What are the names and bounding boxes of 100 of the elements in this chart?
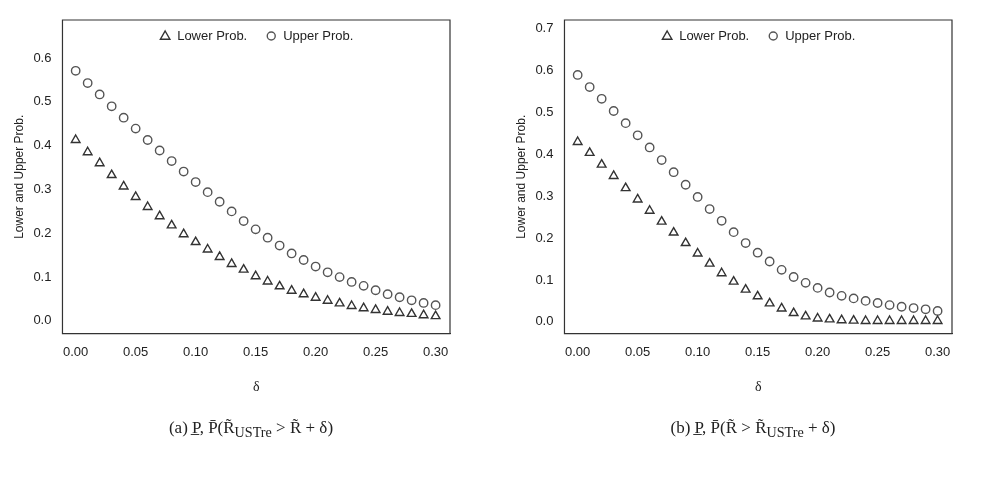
point [262,232,273,243]
point [70,65,81,76]
point [334,297,345,307]
point [872,298,883,308]
point [716,267,727,277]
x-tick-label: 0.25 [864,343,891,359]
point [800,310,811,320]
point [238,216,249,226]
x-tick-label: 0.00 [63,343,89,359]
point [860,315,871,325]
legend-label: Upper Prob. [785,27,856,43]
x-tick-label: 0.20 [804,343,831,359]
point [776,302,787,312]
point [764,297,775,307]
text: (b) P̲, P̄(R̃ > R̃$_{USTre}$ + δ) [669,418,837,442]
y-tick-label: 0.4 [33,137,52,153]
point [238,263,249,273]
point [632,130,643,141]
point [118,112,129,123]
point [932,306,943,316]
y-tick-label: 0.6 [535,61,554,77]
point [836,314,847,324]
point [214,251,225,261]
point [704,257,715,267]
point [190,177,201,187]
point [430,310,441,320]
x-tick-label: 0.05 [625,343,651,359]
legend-label: Lower Prob. [679,27,750,43]
legend-label: Lower Prob. [177,27,248,43]
x-axis-title: δ [754,379,762,395]
point [776,264,787,275]
point [620,182,631,192]
point [130,123,141,134]
point [190,236,201,246]
point [358,302,369,312]
x-tick-label: 0.30 [422,343,449,359]
point [202,243,213,253]
point [572,70,583,80]
point [298,288,309,298]
point [154,145,165,156]
y-tick-label: 0.3 [33,181,52,197]
point [920,304,931,315]
point [788,307,799,317]
point [884,315,895,325]
point [430,300,441,311]
point [764,256,775,267]
point [322,295,333,304]
point [418,298,429,308]
point [824,287,835,298]
point [142,201,153,211]
point [716,215,727,226]
point [644,205,655,214]
point [656,155,667,165]
point [370,285,381,296]
point [584,147,595,157]
point [596,93,607,104]
point [656,215,667,225]
point [274,280,285,290]
point [94,89,105,100]
point [932,315,943,325]
point [848,314,859,324]
point [94,157,105,167]
y-axis-title: Lower and Upper Prob. [513,114,528,239]
point [106,101,117,112]
point [728,275,739,285]
point [382,289,393,300]
point [250,270,261,280]
point [644,142,655,153]
point [896,315,907,325]
point [800,277,811,288]
point [668,226,679,236]
point [824,313,835,323]
text: (a) P̲, P̄(R̃$_{USTre}$ > R̃ + δ) [167,418,335,442]
y-tick-label: 0.0 [33,312,52,328]
point [788,272,799,282]
point [106,169,117,179]
point [214,196,225,207]
point [572,136,583,146]
point [286,248,297,259]
point [130,191,141,201]
point [178,228,189,238]
point [346,277,357,287]
point [680,237,691,247]
x-tick-label: 0.10 [182,343,209,359]
point [286,284,297,294]
point [920,315,931,325]
point [692,192,703,202]
point [752,247,763,258]
point [226,206,237,217]
point [394,307,405,317]
point [394,292,405,303]
point [908,303,919,313]
point [334,272,345,282]
point [370,304,381,314]
point [620,118,631,129]
point [70,134,81,144]
point [262,275,273,285]
point [872,315,883,325]
point [680,179,691,190]
y-tick-label: 0.1 [33,268,52,284]
